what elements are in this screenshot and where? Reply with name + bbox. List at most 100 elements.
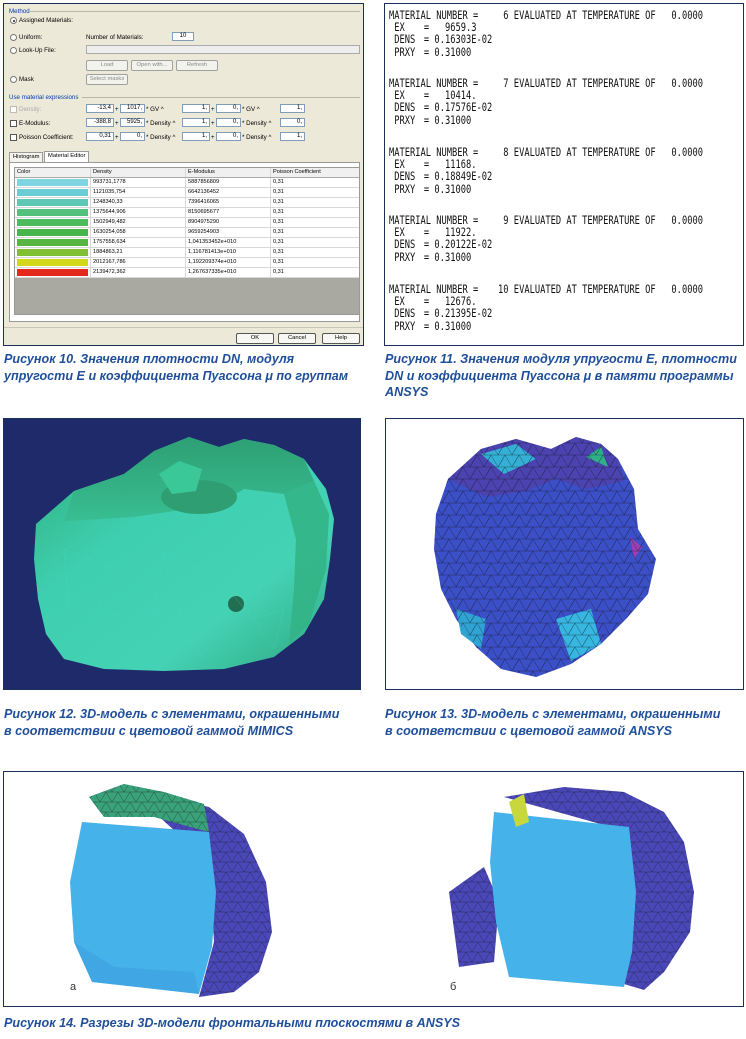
dens-eq: = — [423, 170, 430, 184]
ex-label: EX — [394, 226, 405, 240]
material-number: 7 — [503, 77, 509, 90]
density-plus-2: + — [211, 106, 215, 113]
poisson-plus-2: + — [211, 134, 215, 141]
density-cell: 1630254,058 — [91, 228, 186, 237]
prxy-eq: = — [423, 182, 430, 196]
prxy-value: 0.31000 — [434, 45, 472, 59]
material-label: MATERIAL NUMBER = — [389, 77, 479, 90]
table-row[interactable]: 993731,1778 5887856809 0,31 — [15, 178, 359, 188]
radio-mask[interactable] — [10, 76, 17, 83]
prxy-label: PRXY — [394, 182, 416, 196]
open-with-button[interactable]: Open with... — [131, 60, 173, 71]
select-masks-button[interactable]: Select masks — [86, 74, 128, 85]
ex-value: 9659.3 — [444, 21, 477, 35]
lookup-file-input[interactable] — [86, 45, 360, 54]
emodulus-b-field[interactable]: 5925, — [120, 118, 145, 127]
material-table: Color Density E-Modulus Poisson Coeffici… — [14, 167, 360, 315]
num-materials-input[interactable]: 10 — [172, 32, 194, 41]
sections-svg: а б — [70, 784, 694, 997]
emodulus-checkbox[interactable] — [10, 120, 17, 127]
ex-line: EX = 12676. — [389, 295, 703, 308]
dens-line: DENS = 0.21395E-02 — [389, 308, 703, 320]
radio-uniform[interactable] — [10, 34, 17, 41]
prxy-eq: = — [423, 45, 430, 59]
prxy-label: PRXY — [394, 45, 416, 59]
dens-label: DENS — [394, 101, 416, 115]
refresh-button[interactable]: Refresh — [176, 60, 218, 71]
color-swatch — [17, 229, 88, 236]
table-row[interactable]: 1884863,21 1,116781413e+010 0,31 — [15, 248, 359, 258]
ansys-material-block: MATERIAL NUMBER = 9 EVALUATED AT TEMPERA… — [389, 214, 703, 264]
cancel-button[interactable]: Cancel — [278, 333, 316, 344]
poisson-checkbox[interactable] — [10, 134, 17, 141]
color-swatch-cell — [15, 208, 91, 217]
emodulus-cell: 9659254903 — [186, 228, 271, 237]
tab-histogram[interactable]: Histogram — [9, 152, 44, 162]
poisson-cell: 0,31 — [273, 219, 284, 225]
emodulus-expr-label: E-Modulus: — [19, 120, 51, 127]
density-e1-field[interactable]: 1, — [182, 104, 210, 113]
emodulus-cell: 1,116781413e+010 — [186, 248, 271, 257]
ex-label: EX — [394, 158, 405, 172]
dens-eq: = — [423, 33, 430, 47]
help-button[interactable]: Help — [322, 333, 360, 344]
density-cell: 1884863,21 — [91, 248, 186, 257]
figure-12-caption: Рисунок 12. 3D-модель с элементами, окра… — [4, 707, 340, 738]
emodulus-c-field[interactable]: 0, — [216, 118, 241, 127]
density-b-field[interactable]: 1017, — [120, 104, 145, 113]
poisson-cell: 0,31 — [273, 239, 284, 245]
prxy-line: PRXY = 0.31000 — [389, 114, 703, 127]
color-swatch — [17, 249, 88, 256]
poisson-e1-field[interactable]: 1, — [182, 132, 210, 141]
poisson-e2-field[interactable]: 1, — [280, 132, 305, 141]
emodulus-e1-field[interactable]: 1, — [182, 118, 210, 127]
temperature-value: 0.0000 — [671, 146, 703, 159]
load-button[interactable]: Load — [86, 60, 128, 71]
table-row[interactable]: 1757558,634 1,041353452e+010 0,31 — [15, 238, 359, 248]
mimics-facet — [159, 461, 202, 494]
table-row[interactable]: 2012167,786 1,192209374e+010 0,31 — [15, 258, 359, 268]
prxy-value: 0.31000 — [434, 319, 472, 333]
table-row[interactable]: 1375644,906 8150695677 0,31 — [15, 208, 359, 218]
radio-assigned[interactable] — [10, 17, 17, 24]
table-row[interactable]: 1630254,058 9659254903 0,31 — [15, 228, 359, 238]
ex-value: 11168. — [444, 158, 477, 172]
poisson-gv-2: * Density ^ — [242, 134, 272, 141]
emodulus-e2-field[interactable]: 0, — [280, 118, 305, 127]
density-e2-field[interactable]: 1, — [280, 104, 305, 113]
table-row[interactable]: 2139472,362 1,267637335e+010 0,31 — [15, 268, 359, 278]
material-number-line: MATERIAL NUMBER = 6 EVALUATED AT TEMPERA… — [389, 9, 703, 22]
tab-material-editor[interactable]: Material Editor — [44, 151, 90, 162]
color-swatch — [17, 259, 88, 266]
radio-lookup[interactable] — [10, 47, 17, 54]
table-row[interactable]: 1248340,33 7396416065 0,31 — [15, 198, 359, 208]
emodulus-a-field[interactable]: -388,8 — [86, 118, 114, 127]
material-number: 9 — [503, 214, 509, 227]
density-a-field[interactable]: -13,4 — [86, 104, 114, 113]
poisson-cell: 0,31 — [273, 249, 284, 255]
method-divider — [30, 11, 360, 12]
ansys-material-block: MATERIAL NUMBER = 6 EVALUATED AT TEMPERA… — [389, 9, 703, 59]
ok-button[interactable]: OK — [236, 333, 274, 344]
poisson-a-field[interactable]: 0,31 — [86, 132, 114, 141]
color-swatch — [17, 219, 88, 226]
dens-label: DENS — [394, 170, 416, 184]
table-row[interactable]: 1502949,482 8904975290 0,31 — [15, 218, 359, 228]
table-empty-area — [15, 278, 359, 314]
material-number: 8 — [503, 146, 509, 159]
footer-divider — [4, 327, 363, 328]
density-checkbox[interactable] — [10, 106, 17, 113]
density-cell: 2012167,786 — [91, 258, 186, 267]
table-row[interactable]: 1121035,754 6642136452 0,31 — [15, 188, 359, 198]
density-c-field[interactable]: 0, — [216, 104, 241, 113]
poisson-plus-1: + — [115, 134, 119, 141]
prxy-line: PRXY = 0.31000 — [389, 182, 703, 196]
poisson-b-field[interactable]: 0, — [120, 132, 145, 141]
emodulus-cell: 1,267637335e+010 — [186, 268, 271, 277]
density-cell: 1121035,754 — [91, 188, 186, 197]
poisson-c-field[interactable]: 0, — [216, 132, 241, 141]
ansys-model-svg — [434, 437, 656, 677]
material-label: MATERIAL NUMBER = — [389, 146, 479, 159]
header-emodulus: E-Modulus — [186, 168, 271, 177]
emodulus-cell: 5887856809 — [186, 178, 271, 187]
